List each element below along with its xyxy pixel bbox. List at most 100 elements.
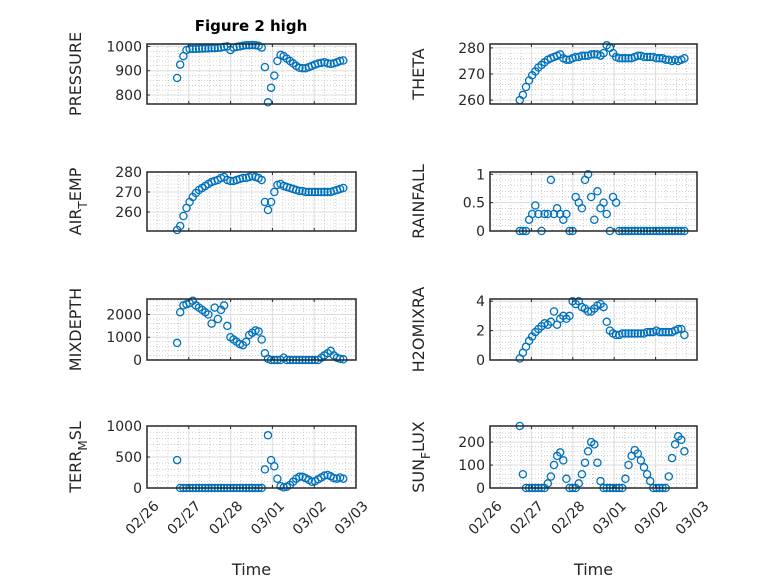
data-point [658,327,667,337]
data-point [555,448,565,457]
data-point [248,40,257,50]
subplot-theta: 260 270 280 THETA [409,41,698,109]
data-point [664,472,674,481]
data-point [599,302,608,312]
data-point [263,205,273,215]
y-axis-label: SUNFLUX [409,421,433,493]
data-point [636,329,646,338]
data-point [574,479,584,488]
data-point [633,449,643,458]
data-point [673,324,683,334]
data-point [661,55,670,64]
subplot-pressure: 800 900 1000 PRESSURE [66,32,357,116]
data-point [266,197,276,207]
data-point [339,56,348,65]
subplot-air-temp: 260 270 280 AIRTEMP [66,165,357,235]
data-point [317,187,326,197]
y-tick-label: 4 [476,294,485,310]
y-tick-label: 0 [476,224,485,240]
data-point [580,51,590,60]
data-point [219,301,229,310]
data-point [580,458,590,467]
data-point [260,197,270,207]
subplot-mixdepth: 0 1000 2000 MIXDEPTH [66,288,357,371]
data-point [241,40,251,50]
data-point [677,435,686,445]
data-point [213,314,223,324]
data-point [270,462,279,471]
data-point [652,54,661,63]
y-axis-label-main: H2OMIXRA [409,287,428,373]
data-point [577,204,587,213]
data-point [670,440,680,449]
y-axis-label: AIRTEMP [66,167,90,235]
data-point [593,458,602,467]
data-point [586,192,596,202]
data-point [602,317,611,327]
data-point [201,44,210,53]
data-point [642,327,652,337]
data-point [204,44,213,53]
data-point [540,209,549,219]
axes-box [489,171,698,232]
y-axis-label-main: SUN [409,459,428,493]
data-point [645,52,655,62]
data-point [270,187,279,197]
y-axis-label-subscript: T [76,201,90,210]
subplot-h2omixra: 0 2 4 H2OMIXRA [409,287,698,373]
data-point [562,209,571,219]
data-point [636,456,646,465]
y-axis-label-main: THETA [409,48,428,100]
data-point [593,187,602,196]
data-point [543,479,553,488]
data-point [661,327,670,337]
data-point [614,54,624,63]
data-point [270,71,279,80]
subplot-rainfall: 0 0.5 1 RAINFALL [409,164,698,240]
data-point [645,476,655,486]
data-point [257,175,266,185]
y-axis-label-rest: SL [66,421,85,440]
data-point [323,59,332,68]
data-point [543,209,553,219]
data-point [191,44,201,54]
axes-box [146,43,357,105]
data-point [175,221,185,231]
data-point [313,59,323,68]
data-point [295,186,304,196]
y-axis-label: MIXDEPTH [66,288,85,371]
data-point [577,469,587,479]
data-point [534,209,543,219]
data-point [633,51,643,60]
data-point [559,456,568,465]
data-point [172,338,182,348]
data-point [263,98,273,107]
data-point [175,60,185,69]
data-point [655,54,664,63]
data-point [185,44,194,54]
data-point [590,215,599,224]
data-point [241,337,251,347]
y-tick-label: 900 [115,64,142,80]
data-point [197,44,207,53]
data-point [310,187,320,197]
data-point [313,187,323,197]
data-point [323,187,332,197]
data-point [179,211,188,221]
y-tick-label: 1000 [106,39,142,55]
data-point [518,469,528,479]
y-axis-label-subscript: M [76,440,90,450]
data-point [645,327,655,337]
data-point [301,187,310,197]
y-axis-label: RAINFALL [409,164,428,239]
data-point [527,209,537,219]
axes-background [490,172,697,231]
data-point [549,460,559,470]
axes-box [489,298,698,361]
data-point [260,465,270,474]
data-point [175,307,185,317]
data-point [642,52,652,62]
data-point [583,170,593,179]
y-tick-label: 800 [115,88,142,104]
